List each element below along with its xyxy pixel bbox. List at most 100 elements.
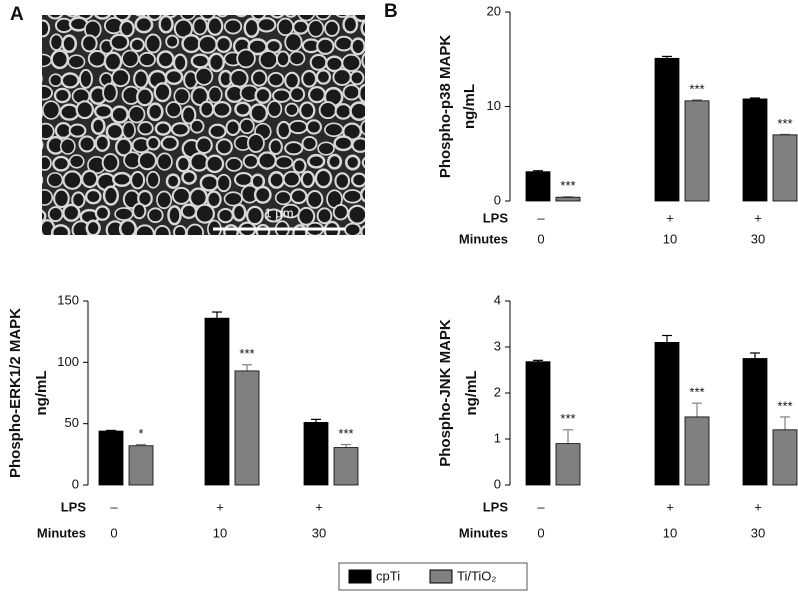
- pore: [173, 225, 188, 235]
- pore: [317, 141, 335, 156]
- pore: [101, 153, 120, 173]
- pore: [234, 101, 252, 117]
- pore: [42, 122, 55, 140]
- pore: [167, 205, 182, 226]
- pore: [360, 224, 365, 235]
- pore: [367, 106, 383, 124]
- x-row-label: LPS: [483, 210, 509, 225]
- pore: [335, 15, 350, 18]
- pore: [315, 69, 332, 85]
- pore: [333, 135, 354, 152]
- pore: [378, 122, 392, 139]
- pore: [156, 190, 173, 210]
- pore: [341, 53, 362, 72]
- pore: [225, 156, 243, 172]
- pore: [207, 85, 223, 104]
- x-tick-label: –: [537, 210, 545, 225]
- pore: [284, 141, 304, 156]
- pore: [270, 15, 285, 19]
- pore: [186, 223, 205, 235]
- pore: [376, 90, 389, 104]
- pore: [94, 205, 111, 221]
- pore: [153, 225, 171, 235]
- pore: [199, 173, 220, 192]
- pore: [93, 15, 112, 20]
- pore: [342, 15, 359, 34]
- pore: [68, 154, 85, 169]
- pore: [84, 188, 102, 205]
- x-row-label: Minutes: [459, 525, 508, 540]
- y-tick-label: 20: [487, 3, 501, 18]
- pore: [135, 15, 146, 17]
- x-tick-label: 30: [751, 525, 765, 540]
- pore: [253, 185, 272, 204]
- pore: [121, 121, 136, 140]
- pore: [28, 35, 40, 48]
- bar: [654, 341, 680, 486]
- bar: [555, 443, 581, 486]
- pore: [266, 100, 283, 118]
- pore: [375, 51, 389, 66]
- bar: [654, 57, 680, 202]
- pore: [288, 50, 306, 66]
- significance-label: ***: [689, 385, 704, 400]
- pore: [53, 188, 70, 209]
- pore: [60, 72, 80, 89]
- pore: [158, 15, 174, 34]
- pore: [349, 101, 365, 121]
- pore: [121, 49, 140, 68]
- pore: [324, 19, 340, 37]
- pore: [42, 140, 44, 150]
- pore: [190, 53, 210, 69]
- pore: [197, 35, 218, 54]
- pore: [282, 170, 301, 188]
- x-tick-label: –: [110, 499, 118, 514]
- pore: [66, 15, 79, 18]
- bar: [525, 361, 551, 486]
- pore: [257, 151, 277, 170]
- pore: [165, 101, 182, 119]
- pore: [372, 34, 386, 50]
- pore: [112, 171, 132, 188]
- pore: [47, 206, 64, 223]
- bar: [98, 430, 124, 486]
- pore: [154, 121, 172, 136]
- pore: [268, 171, 285, 189]
- pore: [163, 15, 178, 19]
- pore: [109, 33, 130, 51]
- pore: [306, 189, 324, 209]
- y-tick-label: 10: [487, 98, 501, 113]
- bar: [742, 98, 768, 202]
- pore: [371, 140, 386, 158]
- pore: [173, 87, 191, 105]
- pore: [146, 102, 164, 122]
- pore: [46, 172, 64, 188]
- legend-label: Ti/TiO₂: [457, 568, 496, 583]
- x-tick-label: +: [666, 210, 674, 225]
- pore: [254, 86, 272, 104]
- pore: [334, 172, 351, 190]
- pore: [374, 223, 391, 235]
- pore: [49, 33, 64, 51]
- pore: [93, 103, 113, 119]
- pore: [54, 122, 72, 139]
- pore: [215, 35, 233, 54]
- x-tick-label: +: [754, 210, 762, 225]
- pore: [223, 18, 243, 35]
- pore: [85, 219, 101, 235]
- pore: [315, 15, 331, 21]
- pore: [239, 117, 255, 135]
- pore: [90, 117, 106, 135]
- x-tick-label: 30: [751, 231, 765, 246]
- pore: [289, 188, 308, 205]
- pore: [206, 190, 222, 209]
- pore: [332, 68, 352, 87]
- pore: [284, 102, 299, 117]
- pore: [102, 82, 118, 103]
- pore: [292, 19, 310, 35]
- pore: [165, 173, 181, 189]
- pore: [225, 119, 241, 136]
- y-tick-label: 0: [72, 476, 79, 491]
- pore: [307, 153, 326, 169]
